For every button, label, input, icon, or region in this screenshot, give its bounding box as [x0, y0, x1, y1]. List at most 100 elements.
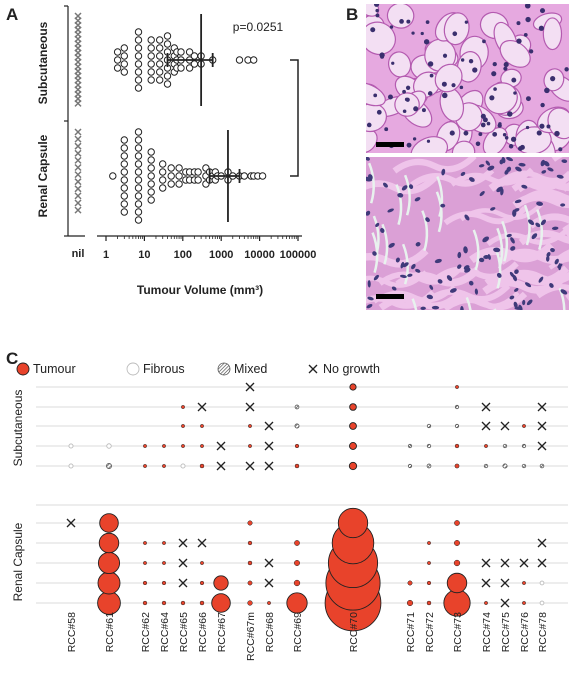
nucleus: [397, 192, 404, 198]
graft-marker-renal-capsule: [286, 592, 308, 614]
nucleus: [367, 280, 371, 288]
x-tick-label: 100: [174, 249, 192, 261]
nucleus: [415, 242, 421, 247]
nil-cross-renal-capsule: [74, 135, 82, 143]
nucleus: [482, 236, 490, 243]
row-label-subcutaneous: Subcutaneous: [11, 390, 25, 467]
nucleus: [383, 182, 388, 188]
nucleus: [420, 306, 426, 310]
histology-image-bottom: [366, 157, 569, 310]
graft-marker-subcutaneous: [454, 423, 460, 429]
data-point-subcutaneous: [185, 48, 194, 56]
collagen-fiber: [392, 157, 477, 174]
nucleus: [525, 96, 531, 102]
data-point-renal-capsule: [240, 172, 249, 180]
graft-marker-renal-capsule: [199, 580, 205, 586]
nucleus: [420, 31, 424, 36]
nucleus: [540, 219, 547, 226]
graft-marker-subcutaneous: [199, 463, 205, 469]
nucleus: [506, 166, 512, 172]
graft-marker-subcutaneous: [200, 444, 204, 448]
nucleus: [366, 210, 371, 216]
graft-marker-renal-capsule: [162, 561, 166, 565]
nucleus: [415, 268, 421, 273]
category-label: RCC#71: [405, 612, 417, 652]
nucleus: [516, 38, 522, 44]
graft-marker-renal-capsule: [247, 600, 253, 606]
data-point-renal-capsule: [134, 144, 143, 152]
nucleus: [366, 122, 372, 128]
graft-marker-subcutaneous: [248, 424, 252, 428]
data-point-subcutaneous: [147, 36, 155, 44]
graft-marker-renal-capsule: [519, 558, 529, 568]
data-point-subcutaneous: [120, 60, 129, 68]
nucleus: [561, 159, 568, 164]
clear-cell: [482, 126, 508, 153]
graft-marker-renal-capsule: [247, 520, 253, 526]
category-label: RCC#74: [481, 612, 493, 652]
graft-marker-subcutaneous: [349, 383, 357, 391]
nucleus: [412, 137, 417, 141]
graft-marker-subcutaneous: [407, 463, 413, 469]
nucleus: [514, 208, 520, 212]
graft-marker-renal-capsule: [453, 559, 461, 567]
nucleus: [463, 130, 469, 136]
graft-marker-subcutaneous: [68, 463, 74, 469]
graft-marker-subcutaneous: [245, 402, 255, 412]
nucleus: [429, 73, 434, 78]
nucleus: [367, 296, 374, 301]
nucleus: [407, 273, 413, 277]
graft-marker-renal-capsule: [426, 580, 432, 586]
graft-marker-renal-capsule: [500, 598, 510, 608]
nucleus: [502, 132, 507, 137]
clear-cell: [547, 107, 569, 140]
category-label: RCC#73: [452, 612, 464, 652]
nucleus: [376, 109, 382, 115]
graft-markers: [66, 382, 547, 632]
category-labels: RCC#58 RCC#61 RCC#62 RCC#64 RCC#65 RCC#66 RCC#…: [66, 612, 549, 661]
graft-marker-renal-capsule: [211, 593, 231, 613]
panel-a-dot-plot: nil 1 10 100 1000 10000 100000 Tumour Volume …: [36, 5, 316, 297]
graft-marker-renal-capsule: [162, 541, 166, 545]
nucleus: [478, 257, 485, 263]
category-label: RCC#76: [519, 612, 531, 652]
graft-marker-subcutaneous: [162, 464, 166, 468]
data-point-renal-capsule: [134, 160, 143, 168]
graft-marker-subcutaneous: [481, 402, 491, 412]
data-point-subcutaneous: [190, 52, 199, 60]
data-point-renal-capsule: [120, 136, 129, 144]
nucleus: [526, 299, 533, 306]
nucleus: [387, 208, 394, 213]
graft-marker-subcutaneous: [484, 444, 488, 448]
nucleus: [405, 85, 411, 90]
nucleus: [554, 130, 560, 137]
nucleus: [514, 269, 519, 274]
graft-marker-renal-capsule: [213, 575, 229, 591]
data-point-renal-capsule: [175, 172, 183, 180]
data-point-renal-capsule: [120, 168, 129, 176]
scale-bar: [376, 294, 404, 299]
legend-marker-no-growth: [308, 364, 318, 374]
graft-marker-subcutaneous: [245, 461, 255, 471]
graft-marker-subcutaneous: [181, 424, 185, 428]
nucleus: [513, 301, 518, 308]
nucleus: [479, 191, 485, 197]
nucleus: [427, 61, 434, 67]
nucleus: [463, 246, 468, 254]
nucleus: [375, 13, 380, 18]
category-label: RCC#68: [264, 612, 276, 652]
nucleus: [384, 127, 389, 132]
nucleus: [558, 147, 563, 152]
category-label: RCC#67: [216, 612, 228, 652]
nucleus: [366, 157, 370, 161]
graft-marker-renal-capsule: [143, 561, 147, 565]
nucleus: [516, 21, 521, 26]
graft-marker-subcutaneous: [143, 444, 147, 448]
significance-bracket: [290, 59, 299, 177]
nucleus: [528, 219, 535, 226]
data-point-subcutaneous: [147, 52, 155, 60]
graft-marker-subcutaneous: [521, 443, 527, 449]
nucleus: [366, 303, 373, 309]
graft-marker-renal-capsule: [178, 558, 188, 568]
